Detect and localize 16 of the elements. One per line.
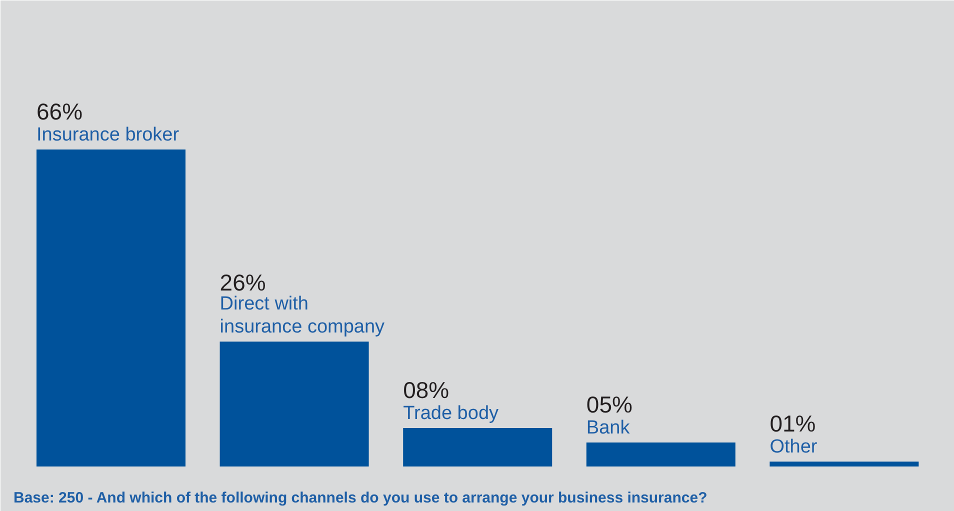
bar bbox=[220, 342, 369, 466]
data-label: 05% bbox=[586, 391, 632, 418]
bar bbox=[770, 462, 919, 466]
x-tick-label: Insurance broker bbox=[36, 124, 180, 146]
data-label: 66% bbox=[36, 98, 83, 124]
data-label: 01% bbox=[770, 410, 816, 437]
x-tick-label: Direct with insurance company bbox=[220, 294, 386, 338]
bar bbox=[403, 428, 552, 466]
x-tick-label: Trade body bbox=[403, 403, 500, 424]
x-tick-label: Other bbox=[770, 436, 818, 458]
bar bbox=[36, 149, 186, 466]
data-label: 08% bbox=[403, 377, 450, 404]
text: Base: 250 - And which of the following channels do you use to arrange your business insurance? bbox=[14, 490, 708, 506]
data-label: 26% bbox=[220, 270, 266, 296]
x-tick-label: Bank bbox=[586, 417, 630, 438]
bar bbox=[586, 442, 736, 466]
